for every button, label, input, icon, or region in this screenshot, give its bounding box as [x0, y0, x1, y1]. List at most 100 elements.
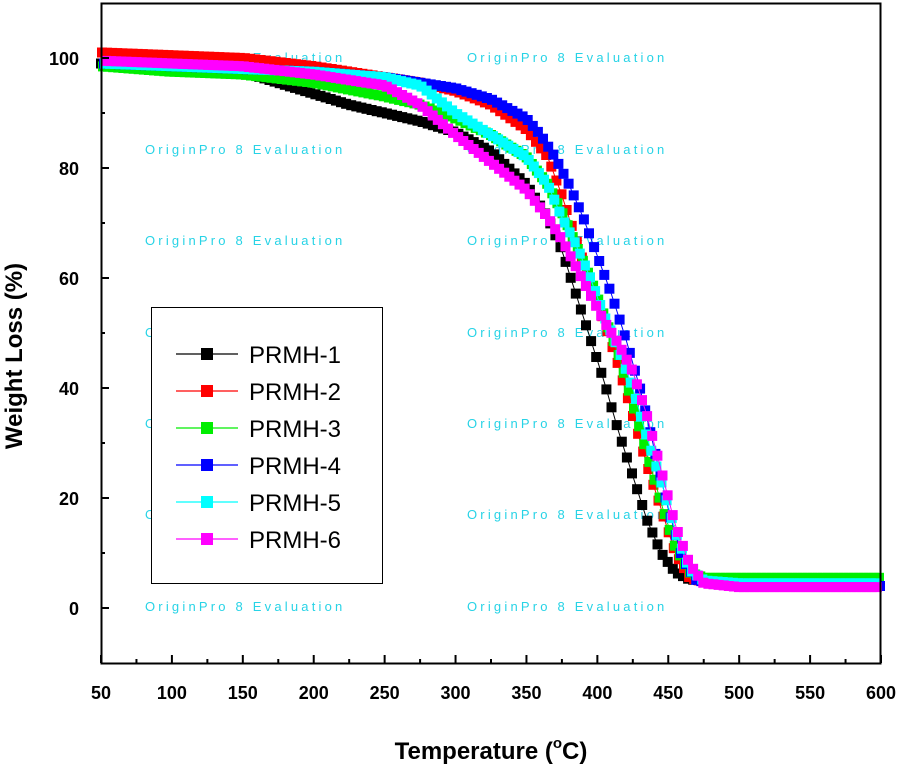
- data-point: [276, 74, 287, 84]
- data-point: [468, 144, 479, 154]
- x-tick-label: 200: [299, 683, 329, 703]
- data-point: [637, 395, 647, 406]
- data-point: [250, 54, 261, 65]
- data-point: [255, 55, 266, 65]
- data-point: [591, 352, 602, 362]
- data-point: [136, 57, 147, 68]
- data-point: [790, 582, 801, 593]
- data-point: [117, 48, 128, 59]
- data-point: [606, 402, 617, 413]
- data-point: [534, 202, 545, 213]
- data-point: [636, 411, 646, 422]
- data-point: [825, 582, 836, 593]
- data-point: [617, 375, 628, 386]
- data-point: [320, 92, 331, 103]
- data-point: [239, 53, 250, 64]
- watermark-text: OriginPro 8 Evaluation: [145, 142, 345, 157]
- data-point: [780, 582, 790, 593]
- data-point: [131, 57, 142, 68]
- data-point: [749, 582, 760, 593]
- data-point: [380, 72, 391, 83]
- data-point: [167, 58, 178, 69]
- data-point: [291, 59, 301, 70]
- data-point: [815, 582, 826, 593]
- data-point: [609, 298, 620, 309]
- data-point: [734, 582, 744, 593]
- data-point: [330, 72, 341, 83]
- data-point: [623, 385, 634, 396]
- data-point: [265, 56, 276, 67]
- data-point: [874, 572, 884, 583]
- data-point: [664, 524, 675, 535]
- data-point: [528, 161, 539, 172]
- data-point: [411, 79, 422, 90]
- data-point: [514, 179, 525, 190]
- legend-item: PRMH-3: [176, 416, 341, 443]
- data-point: [225, 69, 236, 79]
- data-point: [461, 86, 472, 97]
- data-point: [284, 66, 295, 77]
- data-point: [401, 77, 412, 88]
- plot-area: [96, 47, 885, 593]
- data-point: [616, 436, 627, 447]
- data-point: [286, 75, 297, 86]
- data-point: [295, 84, 306, 95]
- data-point: [366, 105, 377, 115]
- data-point: [325, 94, 336, 104]
- data-point: [214, 52, 225, 63]
- data-point: [148, 49, 158, 60]
- data-point: [458, 136, 469, 146]
- data-point: [541, 150, 552, 160]
- data-point: [476, 91, 487, 102]
- data-point: [509, 175, 520, 186]
- data-point: [549, 194, 560, 205]
- data-point: [672, 527, 683, 537]
- data-point: [782, 572, 793, 583]
- watermark-text: OriginPro 8 Evaluation: [467, 325, 667, 340]
- data-point: [481, 93, 492, 103]
- data-point: [654, 492, 665, 503]
- data-point: [652, 539, 663, 550]
- data-point: [488, 131, 498, 142]
- data-point: [513, 147, 524, 158]
- data-point: [407, 114, 418, 125]
- data-point: [392, 87, 402, 98]
- data-point: [452, 109, 463, 120]
- data-point: [619, 330, 630, 341]
- data-point: [296, 59, 307, 70]
- data-point: [708, 579, 719, 590]
- data-point: [525, 130, 536, 141]
- data-point: [848, 572, 859, 583]
- data-point: [596, 367, 607, 378]
- data-point: [649, 474, 660, 485]
- data-point: [499, 167, 510, 178]
- data-point: [550, 224, 561, 235]
- data-point: [556, 189, 567, 200]
- data-point: [223, 60, 234, 71]
- data-point: [678, 571, 688, 582]
- series-prmh-6: [100, 55, 882, 593]
- data-point: [519, 183, 530, 194]
- data-point: [769, 582, 780, 593]
- data-point: [127, 48, 138, 59]
- x-tick-label: 50: [91, 683, 111, 703]
- data-point: [448, 127, 459, 138]
- legend: PRMH-1 PRMH-2 PRMH-3 PRMH-4 PRMH-5 PRMH-6: [151, 307, 383, 584]
- data-point: [601, 319, 612, 330]
- data-point: [187, 59, 198, 70]
- data-point: [188, 51, 199, 62]
- data-point: [168, 50, 179, 61]
- data-point: [422, 118, 433, 129]
- data-point: [162, 58, 173, 69]
- y-tick-label: 80: [59, 159, 79, 179]
- data-point: [657, 470, 668, 481]
- data-point: [466, 88, 477, 99]
- data-point: [579, 260, 590, 271]
- data-point: [688, 563, 699, 574]
- data-point: [285, 58, 296, 69]
- data-point: [300, 86, 311, 97]
- data-point: [389, 93, 399, 104]
- data-point: [504, 171, 515, 182]
- legend-label: PRMH-2: [249, 379, 341, 406]
- data-point: [391, 74, 401, 85]
